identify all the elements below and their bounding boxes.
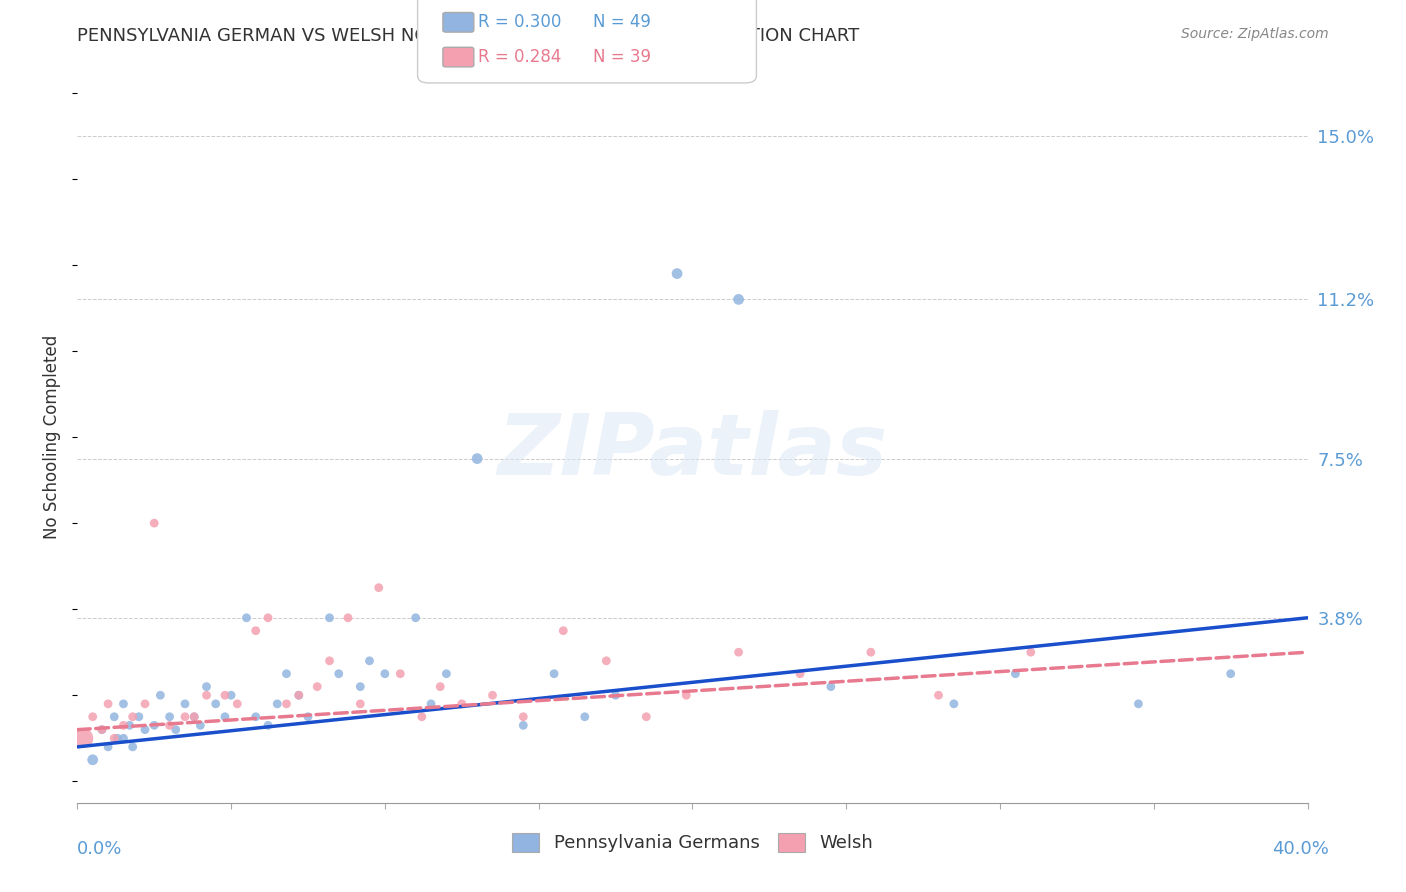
Point bbox=[465, 451, 488, 466]
Point bbox=[859, 645, 882, 659]
Text: N = 39: N = 39 bbox=[593, 48, 651, 66]
Point bbox=[727, 645, 749, 659]
Point bbox=[789, 666, 811, 681]
Text: 40.0%: 40.0% bbox=[1272, 840, 1329, 858]
Point bbox=[349, 697, 371, 711]
Point bbox=[374, 666, 396, 681]
Point bbox=[318, 611, 340, 625]
Point bbox=[112, 718, 135, 732]
Point bbox=[605, 688, 627, 702]
Point bbox=[143, 718, 166, 732]
Point bbox=[165, 723, 187, 737]
Point bbox=[174, 710, 197, 724]
Point bbox=[214, 710, 236, 724]
Point bbox=[512, 718, 534, 732]
Point bbox=[121, 710, 143, 724]
Point bbox=[245, 624, 267, 638]
Point bbox=[574, 710, 596, 724]
Point bbox=[235, 611, 257, 625]
Text: PENNSYLVANIA GERMAN VS WELSH NO SCHOOLING COMPLETED CORRELATION CHART: PENNSYLVANIA GERMAN VS WELSH NO SCHOOLIN… bbox=[77, 27, 859, 45]
Point bbox=[72, 731, 94, 746]
Point bbox=[257, 718, 280, 732]
Point bbox=[636, 710, 658, 724]
Point bbox=[367, 581, 389, 595]
Point bbox=[82, 753, 104, 767]
Point bbox=[307, 680, 329, 694]
Point bbox=[675, 688, 697, 702]
Point bbox=[727, 293, 749, 307]
Point bbox=[820, 680, 842, 694]
Point bbox=[359, 654, 381, 668]
Text: 0.0%: 0.0% bbox=[77, 840, 122, 858]
Point bbox=[666, 267, 689, 281]
Point bbox=[481, 688, 503, 702]
Point bbox=[128, 710, 150, 724]
Point bbox=[90, 723, 114, 737]
Text: R = 0.300: R = 0.300 bbox=[478, 13, 561, 31]
Point bbox=[159, 710, 181, 724]
Point bbox=[297, 710, 319, 724]
Point bbox=[226, 697, 249, 711]
Point bbox=[195, 688, 218, 702]
Point bbox=[1019, 645, 1042, 659]
Point bbox=[121, 739, 143, 754]
Point bbox=[512, 710, 534, 724]
Point bbox=[134, 723, 156, 737]
Point bbox=[174, 697, 197, 711]
Point bbox=[82, 710, 104, 724]
Legend: Pennsylvania Germans, Welsh: Pennsylvania Germans, Welsh bbox=[505, 826, 880, 860]
Point bbox=[450, 697, 472, 711]
Point bbox=[118, 718, 141, 732]
Point bbox=[112, 697, 135, 711]
Point bbox=[112, 731, 135, 746]
Point bbox=[103, 710, 125, 724]
Point bbox=[214, 688, 236, 702]
Text: Source: ZipAtlas.com: Source: ZipAtlas.com bbox=[1181, 27, 1329, 41]
Point bbox=[149, 688, 172, 702]
Point bbox=[1004, 666, 1026, 681]
Point bbox=[389, 666, 412, 681]
Point bbox=[195, 680, 218, 694]
Point bbox=[328, 666, 350, 681]
Point bbox=[159, 718, 181, 732]
Point bbox=[183, 710, 205, 724]
Point bbox=[134, 697, 156, 711]
Point bbox=[405, 611, 427, 625]
Point bbox=[97, 739, 120, 754]
Y-axis label: No Schooling Completed: No Schooling Completed bbox=[44, 335, 62, 539]
Point bbox=[90, 723, 114, 737]
Point bbox=[553, 624, 575, 638]
Point bbox=[276, 666, 298, 681]
Text: ZIPatlas: ZIPatlas bbox=[498, 410, 887, 493]
Text: N = 49: N = 49 bbox=[593, 13, 651, 31]
Point bbox=[288, 688, 311, 702]
Point bbox=[276, 697, 298, 711]
Point bbox=[543, 666, 565, 681]
Point bbox=[1128, 697, 1150, 711]
Point bbox=[188, 718, 212, 732]
Point bbox=[595, 654, 617, 668]
Text: R = 0.284: R = 0.284 bbox=[478, 48, 561, 66]
Point bbox=[349, 680, 371, 694]
Point bbox=[257, 611, 280, 625]
Point bbox=[204, 697, 226, 711]
Point bbox=[337, 611, 360, 625]
Point bbox=[942, 697, 965, 711]
Point bbox=[411, 710, 433, 724]
Point bbox=[420, 697, 443, 711]
Point bbox=[928, 688, 950, 702]
Point bbox=[429, 680, 451, 694]
Point bbox=[143, 516, 166, 530]
Point bbox=[219, 688, 242, 702]
Point bbox=[105, 731, 128, 746]
Point bbox=[97, 697, 120, 711]
Point bbox=[266, 697, 288, 711]
Point bbox=[436, 666, 458, 681]
Point bbox=[288, 688, 311, 702]
Point bbox=[1219, 666, 1241, 681]
Point bbox=[183, 710, 205, 724]
Point bbox=[245, 710, 267, 724]
Point bbox=[103, 731, 125, 746]
Point bbox=[318, 654, 340, 668]
